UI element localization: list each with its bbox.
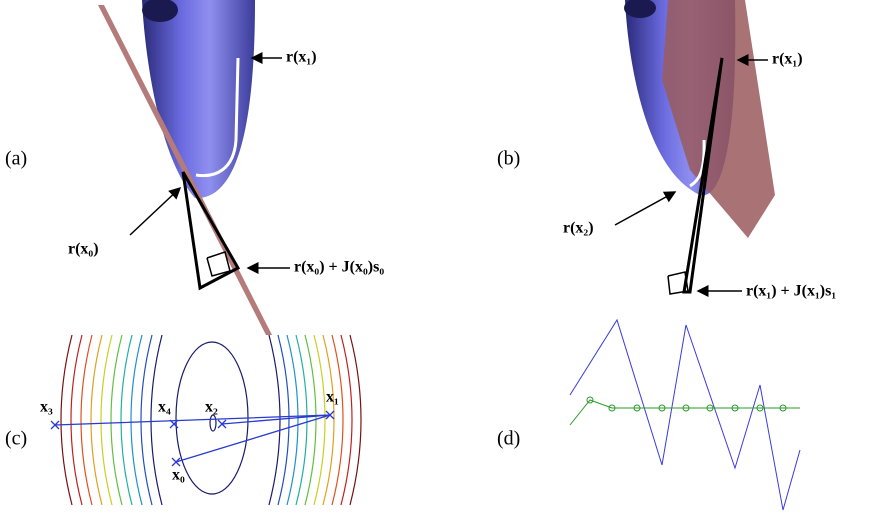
- panel-label: (c): [5, 428, 27, 450]
- annotation: r(x₁): [286, 49, 317, 66]
- panel-d: (d): [497, 320, 800, 510]
- contour: [91, 335, 102, 505]
- contour: [131, 335, 142, 505]
- contour: [141, 335, 152, 505]
- annotation: r(x₁): [772, 51, 803, 68]
- contour: [151, 335, 162, 505]
- point-label: x₃: [40, 399, 53, 416]
- point-label: x₂: [205, 399, 218, 416]
- point-label: x₁: [326, 389, 339, 406]
- contour: [81, 335, 92, 505]
- annotation: r(x₂): [563, 220, 594, 237]
- panel-label: (b): [497, 148, 520, 170]
- contour: [101, 335, 112, 505]
- contour: [61, 335, 72, 505]
- panel-label: (a): [5, 148, 27, 170]
- annotation: r(x₁) + J(x₁)s₁: [746, 283, 836, 300]
- panel-c: (c) x₃ x₄ x₂ x₁ x₀: [5, 335, 361, 505]
- line: [570, 320, 800, 510]
- point-label: x₀: [172, 467, 185, 484]
- tangent-plane: [662, 0, 775, 238]
- point-label: x₄: [158, 399, 171, 416]
- annotation: r(x₀) + J(x₀)s₀: [294, 259, 384, 276]
- panel-b: (b) r(x₁) r(x₂) r(x₁) + J(x₁)s₁: [497, 0, 836, 300]
- figure: (a) r(x₁) r(x₀) r(x₀) + J(x₀)s₀ (b) r(x₁…: [0, 0, 895, 521]
- contour: [210, 415, 216, 431]
- contour: [71, 335, 82, 505]
- panel-a: (a) r(x₁) r(x₀) r(x₀) + J(x₀)s₀: [5, 0, 384, 335]
- contour: [111, 335, 122, 505]
- right-angle: [207, 252, 230, 276]
- panel-label: (d): [497, 428, 520, 450]
- arrow: [615, 192, 675, 225]
- annotation: r(x₀): [68, 241, 99, 258]
- contour: [121, 335, 132, 505]
- arrow: [130, 188, 180, 235]
- page: {"panel_labels": {"a": "(a)", "b": "(b)"…: [0, 0, 895, 521]
